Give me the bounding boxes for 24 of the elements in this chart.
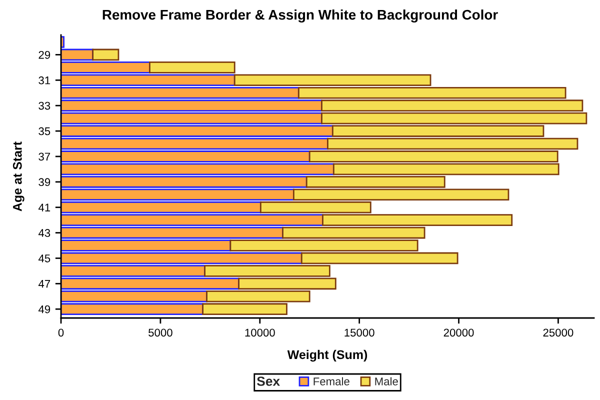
- y-tick-label: 31: [38, 76, 50, 84]
- x-tick-label: 25000: [543, 328, 574, 337]
- bar: [92, 48, 120, 61]
- y-tick-label: 39: [38, 178, 50, 186]
- chart-title: Remove Frame Border & Assign White to Background Color: [102, 9, 498, 23]
- x-tick-label: 5000: [148, 328, 172, 337]
- y-tick-label: 33: [38, 102, 50, 110]
- x-tick-label: 0: [58, 328, 64, 337]
- y-tick-label: 45: [38, 254, 50, 262]
- x-tick-label: 15000: [344, 328, 374, 337]
- y-tick-label: 47: [38, 280, 50, 288]
- legend-label: Male: [375, 377, 398, 386]
- legend-label: Female: [314, 377, 350, 386]
- y-tick-label: 43: [38, 229, 50, 237]
- x-tick-label: 20000: [444, 328, 474, 337]
- y-tick-label: 29: [38, 50, 50, 59]
- y-axis-title: Age at Start: [12, 142, 24, 212]
- y-tick-label: 35: [38, 127, 50, 136]
- x-axis-title: Weight (Sum): [287, 350, 368, 362]
- y-tick-label: 37: [38, 152, 50, 161]
- x-tick-label: 10000: [245, 328, 275, 337]
- y-tick-label: 41: [38, 204, 50, 212]
- y-tick-label: 49: [38, 305, 50, 314]
- legend-title: Sex: [256, 376, 280, 386]
